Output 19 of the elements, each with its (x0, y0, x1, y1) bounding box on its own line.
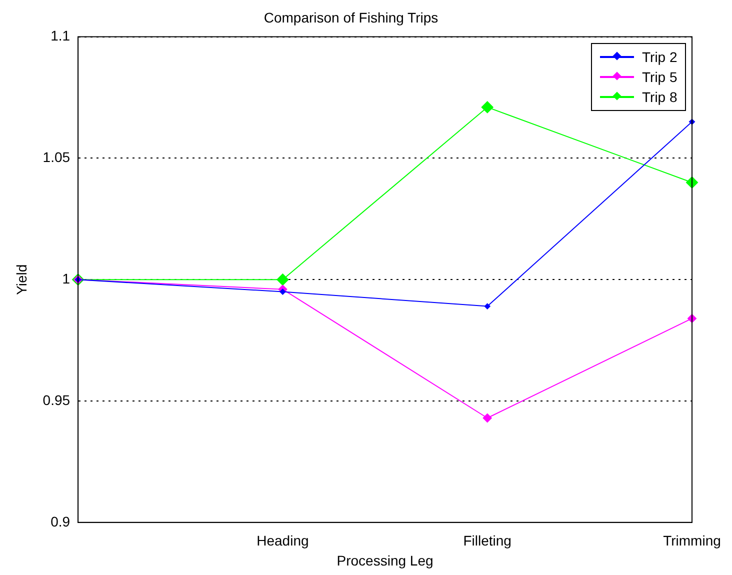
x-axis-title: Processing Leg (336, 552, 434, 568)
legend-label: Trip 8 (642, 88, 678, 105)
point (482, 413, 492, 422)
point (280, 288, 286, 295)
x-tick-label: Trimming (663, 532, 721, 549)
y-tick-label: 1 (62, 270, 70, 286)
legend-label: Trip 2 (642, 48, 678, 65)
chart-title: Comparison of Fishing Trips (264, 9, 438, 26)
x-tick-label: Filleting (463, 532, 512, 549)
y-tick-label: 0.95 (42, 392, 70, 408)
point (484, 303, 490, 310)
point (481, 101, 494, 114)
y-tick-label: 0.9 (50, 513, 70, 530)
y-axis-title: Yield (13, 264, 30, 295)
legend-label: Trip 5 (642, 68, 678, 85)
y-tick-label: 1.1 (50, 28, 70, 44)
y-tick-label: 1.05 (42, 149, 70, 166)
x-tick-label: Heading (256, 532, 309, 549)
point (276, 274, 289, 286)
